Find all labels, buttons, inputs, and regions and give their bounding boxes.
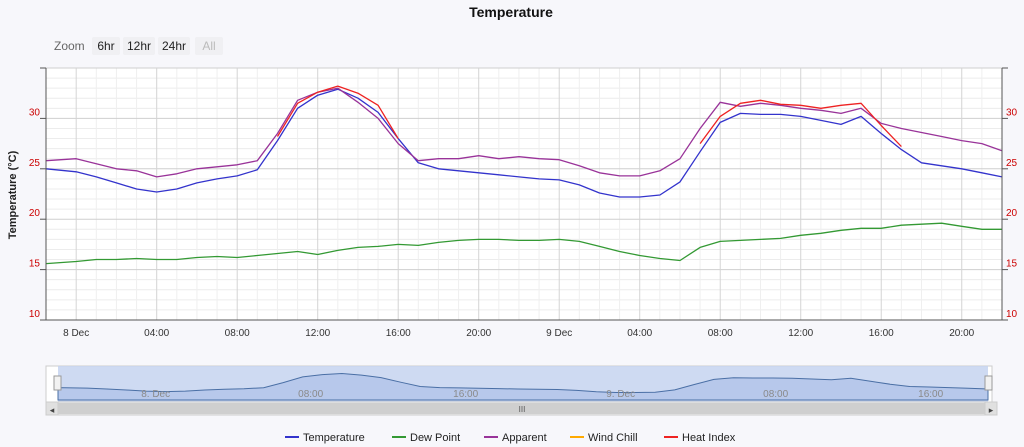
y-tick-label-left: 25 <box>29 158 41 169</box>
scroll-left-arrow-icon: ◂ <box>50 405 55 415</box>
x-tick-label: 20:00 <box>949 328 974 339</box>
navigator-tick-label: 9. Dec <box>606 389 635 400</box>
y-tick-label-right: 20 <box>1006 208 1018 219</box>
series-line-heat-index <box>276 85 902 148</box>
x-tick-label: 04:00 <box>144 328 169 339</box>
y-tick-label-left: 30 <box>29 107 41 118</box>
navigator-handle-left[interactable] <box>53 375 62 391</box>
navigator-handle-right[interactable] <box>984 375 993 391</box>
zoom-6hr-button[interactable]: 6hr <box>92 37 120 55</box>
y-tick-label-left: 15 <box>29 259 41 270</box>
axes <box>40 67 1008 321</box>
zoom-6hr-label: 6hr <box>97 39 114 53</box>
scroll-grip-icon: III <box>519 405 526 414</box>
navigator-series <box>57 372 989 401</box>
series-line-temperature <box>45 88 1003 198</box>
x-tick-label: 8 Dec <box>63 328 89 339</box>
series-line-apparent <box>45 87 1003 178</box>
navigator-tick-label: 16:00 <box>453 389 478 400</box>
x-tick-label: 12:00 <box>305 328 330 339</box>
y-tick-label-right: 30 <box>1006 107 1018 118</box>
navigator-tick-label: 8. Dec <box>141 389 170 400</box>
y-tick-label-left: 10 <box>29 309 41 320</box>
scrollbar-right-button[interactable] <box>984 401 998 416</box>
chart-title: Temperature <box>469 4 553 20</box>
plot-area <box>46 68 1002 320</box>
tick-labels: 10 15 20 25 30 10 15 20 25 30 8 Dec 04:00 08:00 12:00… <box>29 107 1018 339</box>
x-tick-label: 12:00 <box>788 328 813 339</box>
minor-gridlines <box>46 68 1002 320</box>
scrollbar-thumb[interactable] <box>58 403 985 414</box>
zoom-24hr-label: 24hr <box>162 39 186 53</box>
zoom-24hr-button[interactable]: 24hr <box>158 37 190 55</box>
scrollbar[interactable]: ◂ III ▸ <box>45 401 998 416</box>
y-tick-label-right: 10 <box>1006 309 1018 320</box>
legend-item: Heat Index <box>682 432 736 444</box>
y-tick-label-left: 20 <box>29 208 41 219</box>
x-tick-label: 9 Dec <box>546 328 572 339</box>
navigator-labels: 8. Dec 08:00 16:00 9. Dec 08:00 16:00 <box>141 389 943 400</box>
scroll-right-arrow-icon: ▸ <box>989 405 994 415</box>
legend-item: Apparent <box>502 432 547 444</box>
navigator-tick-label: 08:00 <box>298 389 323 400</box>
zoom-12hr-label: 12hr <box>127 39 151 53</box>
y-tick-label-right: 25 <box>1006 158 1018 169</box>
navigator[interactable]: 8. Dec 08:00 16:00 9. Dec 08:00 16:00 <box>45 365 993 403</box>
x-tick-label: 04:00 <box>627 328 652 339</box>
series-lines <box>45 85 1003 265</box>
legend-item: Temperature <box>303 432 365 444</box>
x-tick-label: 08:00 <box>708 328 733 339</box>
legend-item: Dew Point <box>410 432 460 444</box>
legend-item: Wind Chill <box>588 432 638 444</box>
zoom-all-button[interactable]: All <box>195 37 223 55</box>
y-axis-label: Temperature (°C) <box>7 150 19 239</box>
zoom-all-label: All <box>202 39 215 53</box>
x-tick-label: 16:00 <box>869 328 894 339</box>
navigator-tick-label: 08:00 <box>763 389 788 400</box>
x-tick-label: 16:00 <box>386 328 411 339</box>
x-tick-label: 08:00 <box>225 328 250 339</box>
navigator-tick-label: 16:00 <box>918 389 943 400</box>
zoom-12hr-button[interactable]: 12hr <box>123 37 155 55</box>
legend: Temperature Dew Point Apparent Wind Chill He… <box>285 432 736 444</box>
x-tick-label: 20:00 <box>466 328 491 339</box>
series-line-dew-point <box>45 222 1002 265</box>
zoom-label: Zoom <box>54 39 85 53</box>
y-tick-label-right: 15 <box>1006 259 1018 270</box>
